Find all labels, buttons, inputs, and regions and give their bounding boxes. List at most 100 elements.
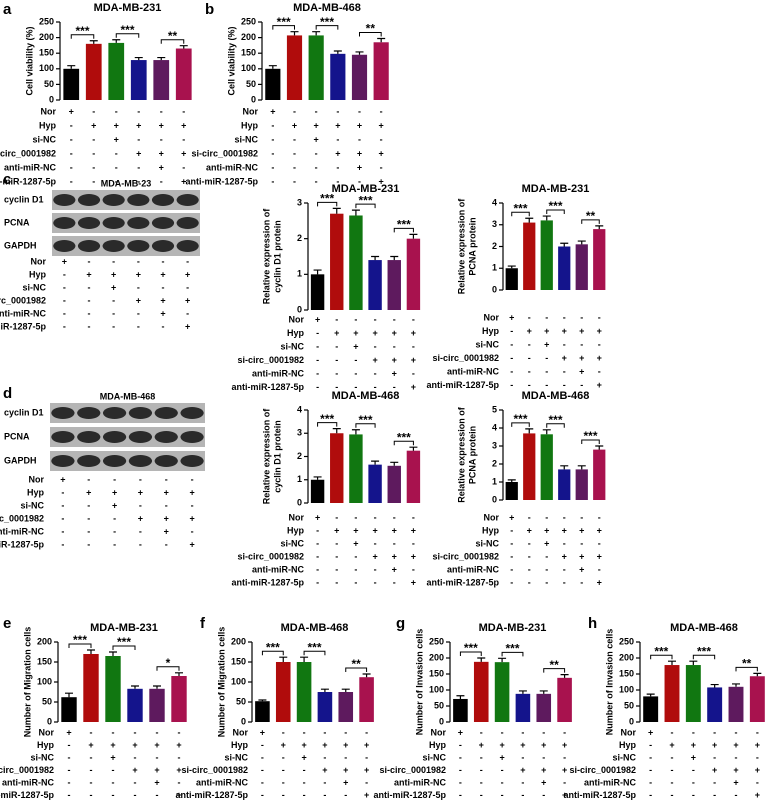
bar: [707, 687, 723, 722]
condition-sign: -: [510, 366, 513, 376]
condition-sign: +: [160, 295, 165, 305]
blot-band: [154, 407, 178, 419]
condition-sign: -: [459, 765, 462, 775]
chart-title: MDA-MB-231: [90, 622, 158, 634]
bar: [275, 662, 291, 722]
condition-label: Hyp: [241, 120, 259, 130]
condition-sign: -: [92, 134, 95, 144]
condition-sign: -: [563, 366, 566, 376]
error-bar: [542, 429, 551, 435]
condition-sign: -: [735, 790, 738, 800]
panel-letter: a: [3, 1, 12, 18]
bar: [175, 48, 192, 100]
significance-bracket: [156, 666, 180, 671]
condition-sign: -: [335, 512, 338, 522]
condition-sign: -: [563, 777, 566, 787]
significance-label: ***: [464, 641, 478, 655]
condition-sign: -: [545, 366, 548, 376]
bar: [536, 693, 552, 722]
blot-band: [154, 455, 178, 467]
error-bar: [507, 479, 516, 482]
blot-band: [128, 455, 153, 467]
significance-label: ***: [513, 201, 527, 215]
condition-sign: +: [181, 176, 186, 186]
condition-sign: +: [281, 740, 286, 750]
condition-sign: -: [563, 339, 566, 349]
condition-sign: -: [459, 752, 462, 762]
condition-sign: -: [521, 777, 524, 787]
condition-sign: -: [315, 106, 318, 116]
condition-sign: -: [137, 308, 140, 318]
condition-sign: +: [159, 120, 164, 130]
condition-sign: -: [354, 314, 357, 324]
condition-sign: -: [510, 353, 513, 363]
condition-sign: -: [598, 312, 601, 322]
condition-sign: -: [293, 176, 296, 186]
condition-sign: -: [323, 727, 326, 737]
condition-sign: -: [393, 314, 396, 324]
y-tick-label: 100: [241, 63, 256, 73]
condition-sign: -: [139, 539, 142, 549]
condition-sign: +: [541, 765, 546, 775]
blot-band: [77, 431, 101, 443]
bar: [105, 656, 121, 722]
band-label: GAPDH: [4, 240, 37, 250]
significance-bracket: [160, 39, 185, 44]
error-bar: [525, 428, 534, 434]
condition-sign: +: [509, 512, 514, 522]
condition-sign: -: [61, 513, 64, 523]
y-tick-label: 3: [297, 428, 302, 438]
condition-label: anti-miR-NC: [0, 308, 46, 318]
significance-label: ***: [117, 635, 131, 649]
condition-sign: +: [579, 551, 584, 561]
y-tick-label: 0: [49, 94, 54, 104]
y-axis-label: PCNA protein: [467, 217, 477, 275]
significance-bracket: [581, 439, 600, 444]
significance-bracket: [315, 25, 339, 30]
significance-bracket: [581, 219, 600, 224]
condition-sign: -: [480, 777, 483, 787]
condition-label: Nor: [431, 727, 447, 737]
condition-sign: +: [411, 382, 416, 392]
condition-sign: -: [70, 134, 73, 144]
significance-label: ***: [75, 24, 89, 38]
condition-sign: -: [354, 355, 357, 365]
condition-sign: -: [510, 564, 513, 574]
significance-label: ***: [548, 199, 562, 213]
condition-sign: -: [344, 790, 347, 800]
condition-sign: -: [365, 752, 368, 762]
condition-sign: -: [112, 295, 115, 305]
bar: [505, 482, 518, 500]
condition-label: Hyp: [231, 740, 249, 750]
condition-sign: +: [164, 526, 169, 536]
y-tick-label: 0: [297, 497, 302, 507]
condition-sign: +: [544, 538, 549, 548]
condition-sign: -: [365, 777, 368, 787]
condition-sign: -: [88, 308, 91, 318]
error-bar: [577, 240, 586, 245]
condition-sign: -: [61, 487, 64, 497]
condition-sign: -: [271, 120, 274, 130]
significance-label: ***: [307, 640, 321, 654]
condition-sign: -: [156, 752, 159, 762]
error-bar: [112, 39, 121, 43]
condition-sign: -: [87, 513, 90, 523]
condition-sign: -: [528, 339, 531, 349]
significance-label: ***: [397, 430, 411, 444]
bar: [296, 662, 312, 722]
condition-sign: -: [374, 368, 377, 378]
significance-bracket: [546, 423, 565, 428]
y-tick-label: 200: [231, 636, 246, 646]
y-tick-label: 200: [241, 32, 256, 42]
chart-title: MDA-MB-231: [522, 183, 590, 195]
condition-label: Nor: [243, 106, 259, 116]
blot-band: [180, 455, 204, 467]
condition-sign: +: [509, 312, 514, 322]
condition-sign: -: [480, 790, 483, 800]
condition-sign: -: [545, 353, 548, 363]
bar: [664, 665, 680, 722]
significance-label: ***: [697, 644, 711, 658]
panel-letter: g: [396, 615, 405, 632]
condition-sign: +: [544, 339, 549, 349]
condition-sign: -: [134, 790, 137, 800]
